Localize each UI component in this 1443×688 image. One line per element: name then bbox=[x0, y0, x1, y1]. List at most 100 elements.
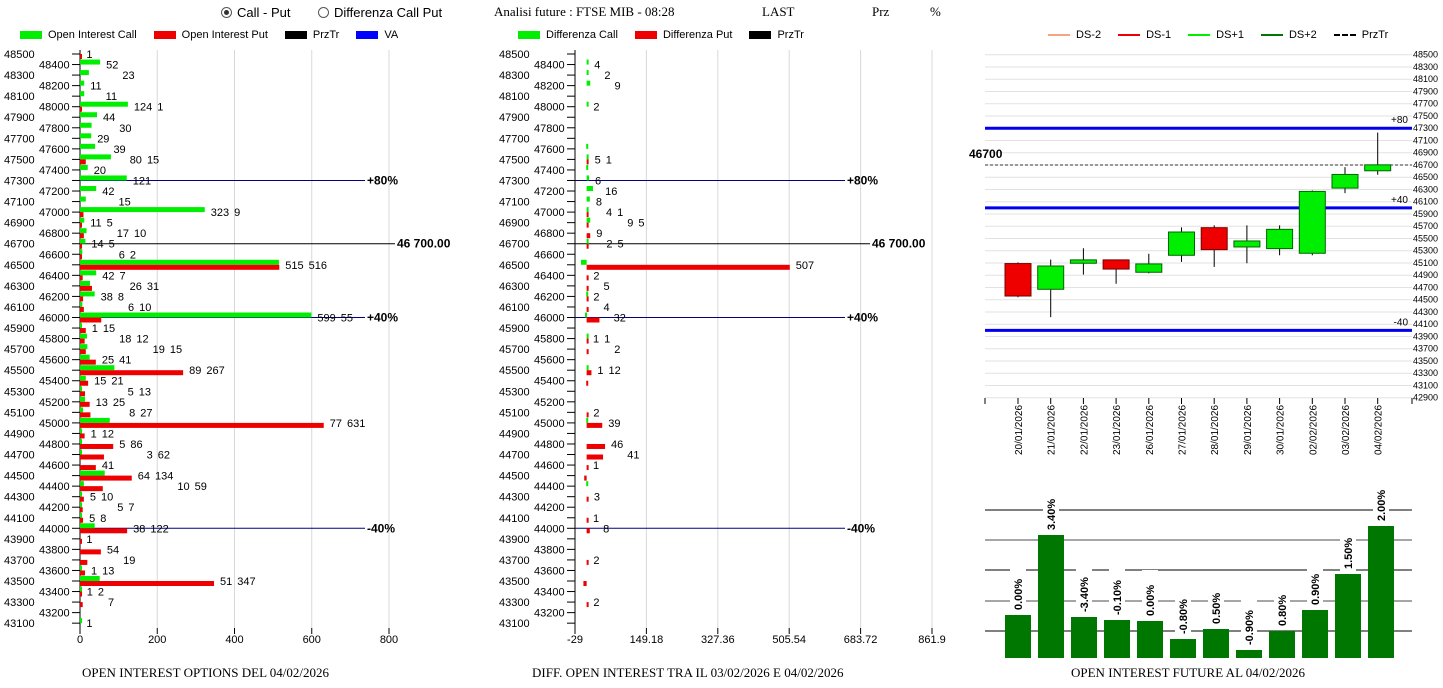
put-bar bbox=[80, 391, 86, 397]
put-bar bbox=[586, 443, 606, 449]
y-tick-label: 47900 bbox=[499, 112, 530, 124]
put-value-label: 1 bbox=[617, 207, 623, 219]
call-bar bbox=[80, 59, 101, 65]
label-bg bbox=[1340, 523, 1356, 571]
y-tick-label: 44300 bbox=[499, 492, 530, 504]
call-bar bbox=[586, 196, 590, 202]
przTr-label: 46700 bbox=[969, 147, 1003, 161]
legend-line bbox=[1188, 34, 1211, 36]
call-bar bbox=[80, 396, 86, 402]
y-tick-label: 44800 bbox=[534, 439, 565, 451]
y-tick-label: 46700 bbox=[1413, 160, 1438, 170]
y-tick-label: 45500 bbox=[1413, 233, 1438, 243]
date-label: 04/02/2026 bbox=[1374, 405, 1385, 455]
legend-item-ds-2: DS-2 bbox=[1048, 29, 1101, 41]
y-tick-label: 46900 bbox=[1413, 148, 1438, 158]
y-tick-label: 44100 bbox=[4, 513, 35, 525]
oi-chart-title: OPEN INTEREST OPTIONS DEL 04/02/2026 bbox=[82, 665, 329, 680]
y-tick-label: 48000 bbox=[39, 102, 70, 114]
call-value-label: 80 bbox=[130, 154, 142, 166]
y-tick-label: 42900 bbox=[1413, 393, 1438, 403]
y-tick-label: 46800 bbox=[534, 228, 565, 240]
call-value-label: 5 bbox=[128, 386, 134, 398]
call-bar bbox=[80, 112, 97, 118]
legend-label: Open Interest Call bbox=[48, 29, 137, 41]
y-tick-label: 43200 bbox=[39, 608, 70, 620]
put-bar bbox=[80, 233, 84, 239]
put-value-label: 2 bbox=[593, 407, 599, 419]
y-tick-label: 44900 bbox=[499, 428, 530, 440]
put-bar bbox=[80, 549, 101, 555]
date-label: 23/01/2026 bbox=[1112, 405, 1123, 455]
call-bar bbox=[586, 481, 589, 487]
call-bar bbox=[80, 470, 105, 476]
y-tick-label: 43800 bbox=[534, 544, 565, 556]
y-tick-label: 45600 bbox=[534, 355, 565, 367]
call-value-label: 11 bbox=[90, 218, 101, 230]
y-tick-label: 44200 bbox=[534, 502, 565, 514]
y-tick-label: 47200 bbox=[39, 186, 70, 198]
y-tick-label: 45500 bbox=[499, 365, 530, 377]
put-bar bbox=[80, 275, 83, 281]
put-value-label: 2 bbox=[593, 597, 599, 609]
date-label: 26/01/2026 bbox=[1145, 405, 1156, 455]
legend-swatch bbox=[356, 31, 379, 39]
label-bg bbox=[1010, 564, 1026, 612]
y-tick-label: 43900 bbox=[1413, 331, 1438, 341]
put-value-label: 62 bbox=[158, 450, 170, 462]
y-tick-label: 46000 bbox=[534, 313, 565, 325]
prz-label: Prz bbox=[872, 4, 890, 19]
put-value-label: 2 bbox=[98, 587, 104, 599]
y-tick-label: 48100 bbox=[1413, 74, 1438, 84]
oi-options-chart: 0 200 400 600 800 48500 48400 48300 48200 48100 48… bbox=[4, 49, 451, 646]
y-tick-label: 47800 bbox=[534, 123, 565, 135]
put-bar bbox=[80, 328, 86, 334]
y-tick-label: 44100 bbox=[1413, 319, 1438, 329]
label-bg bbox=[1208, 578, 1224, 626]
x-tick-label: 505.54 bbox=[772, 634, 806, 646]
put-bar bbox=[586, 264, 790, 270]
call-value-label: 89 bbox=[189, 365, 201, 377]
put-bar bbox=[80, 222, 82, 228]
radio-call-put[interactable]: Call - Put bbox=[221, 5, 290, 20]
put-bar bbox=[586, 222, 589, 228]
x-tick-label: 0 bbox=[77, 634, 83, 646]
radio-differenza[interactable]: Differenza Call Put bbox=[318, 5, 442, 20]
call-bar bbox=[586, 417, 589, 423]
y-tick-label: 45700 bbox=[499, 344, 530, 356]
call-bar bbox=[80, 280, 91, 286]
call-value-label: 8 bbox=[596, 197, 602, 209]
call-bar bbox=[586, 154, 589, 160]
put-value-label: 8 bbox=[603, 523, 609, 535]
put-value-label: 2 bbox=[593, 270, 599, 282]
put-bar bbox=[586, 243, 589, 249]
put-value-label: 15 bbox=[147, 154, 159, 166]
call-value-label: 11 bbox=[106, 91, 117, 103]
y-tick-label: 48200 bbox=[534, 81, 565, 93]
y-tick-label: 43200 bbox=[534, 608, 565, 620]
call-bar bbox=[586, 164, 589, 170]
legend-item-ds-1: DS-1 bbox=[1118, 29, 1171, 41]
call-bar bbox=[80, 217, 85, 223]
put-bar bbox=[586, 306, 589, 312]
put-bar bbox=[80, 212, 84, 218]
call-value-label: 1 bbox=[91, 428, 97, 440]
y-tick-label: 46400 bbox=[534, 270, 565, 282]
y-tick-label: 47100 bbox=[499, 197, 530, 209]
call-value-label: 15 bbox=[94, 376, 106, 388]
call-value-label: 5 bbox=[119, 439, 125, 451]
call-value-label: 1 bbox=[91, 565, 97, 577]
y-tick-label: 44300 bbox=[4, 492, 35, 504]
y-tick-label: 46600 bbox=[534, 249, 565, 261]
y-tick-label: 47200 bbox=[534, 186, 565, 198]
put-value-label: 507 bbox=[796, 260, 814, 272]
y-tick-label: 48300 bbox=[499, 70, 530, 82]
call-value-label: 2 bbox=[604, 70, 610, 82]
y-tick-label: 45900 bbox=[499, 323, 530, 335]
future-bar-label: 1.50% bbox=[1343, 538, 1355, 569]
y-tick-label: 45600 bbox=[39, 355, 70, 367]
future-bar bbox=[1038, 535, 1064, 658]
put-bar bbox=[586, 370, 592, 376]
future-bar bbox=[1104, 620, 1130, 658]
y-tick-label: 46600 bbox=[39, 249, 70, 261]
